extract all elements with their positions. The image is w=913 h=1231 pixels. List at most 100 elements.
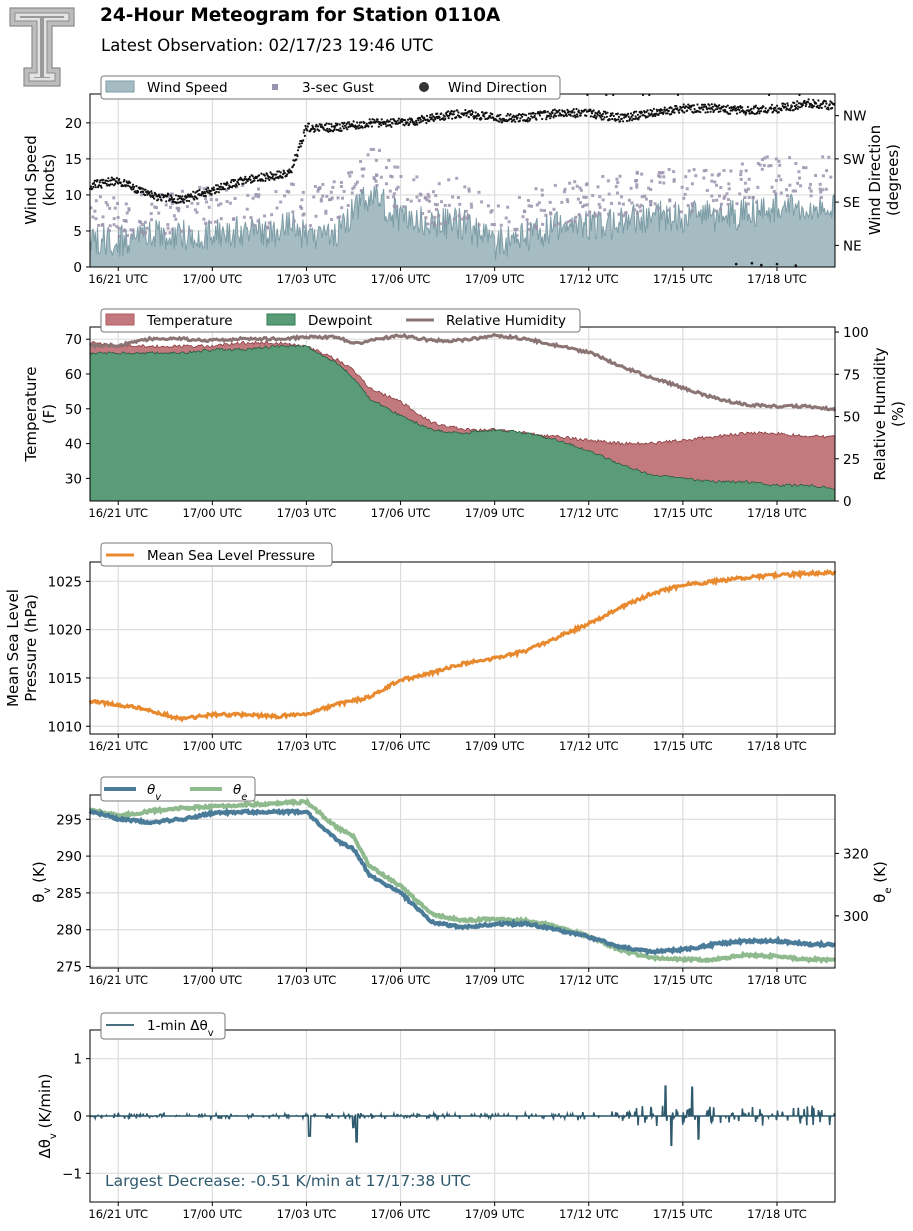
direction-point bbox=[271, 175, 274, 178]
direction-point bbox=[260, 172, 263, 175]
direction-point bbox=[104, 179, 108, 182]
gust-point bbox=[667, 168, 671, 171]
gust-point bbox=[150, 202, 154, 206]
gust-point bbox=[393, 165, 397, 169]
direction-point bbox=[296, 155, 299, 158]
gust-point bbox=[648, 199, 652, 203]
direction-point bbox=[499, 113, 502, 116]
gust-point bbox=[214, 220, 217, 224]
gust-point bbox=[207, 205, 211, 209]
gust-point bbox=[421, 212, 425, 215]
gust-point bbox=[668, 199, 672, 203]
wind-speed-line bbox=[89, 184, 836, 261]
gust-point bbox=[743, 181, 747, 185]
direction-point bbox=[574, 115, 578, 118]
wind-legend: Wind Speed 3-sec Gust Wind Direction bbox=[100, 75, 561, 100]
direction-point bbox=[418, 121, 421, 124]
direction-point bbox=[710, 103, 713, 106]
gust-point bbox=[777, 174, 781, 178]
direction-point bbox=[594, 111, 597, 114]
direction-point bbox=[93, 179, 96, 182]
gust-point bbox=[725, 192, 729, 196]
gust-point bbox=[140, 223, 144, 226]
direction-point bbox=[706, 108, 709, 111]
direction-point bbox=[794, 264, 798, 267]
gust-point bbox=[477, 190, 481, 194]
direction-point bbox=[106, 180, 109, 183]
x-tick-label: 17/06 UTC bbox=[371, 739, 431, 753]
direction-point bbox=[738, 108, 741, 111]
gust-point bbox=[571, 186, 575, 190]
direction-point bbox=[729, 112, 732, 115]
gust-point bbox=[560, 200, 564, 204]
gust-point bbox=[534, 187, 538, 191]
gust-point bbox=[504, 216, 508, 220]
gust-point bbox=[225, 188, 229, 192]
gust-point bbox=[702, 169, 706, 173]
direction-point bbox=[267, 177, 270, 180]
gust-point bbox=[467, 189, 471, 193]
direction-point bbox=[807, 98, 810, 101]
gust-point bbox=[143, 220, 147, 224]
direction-point bbox=[752, 107, 755, 110]
direction-point bbox=[118, 178, 121, 181]
direction-point bbox=[277, 177, 280, 180]
direction-point bbox=[385, 125, 388, 128]
gust-point bbox=[91, 215, 95, 219]
direction-point bbox=[452, 113, 455, 116]
pressure-ylabel-line-1: Mean Sea Level bbox=[4, 589, 22, 707]
direction-point bbox=[519, 117, 522, 120]
gust-point bbox=[569, 219, 573, 222]
gust-point bbox=[412, 178, 416, 182]
right-tick-label: 320 bbox=[843, 846, 869, 862]
direction-point bbox=[371, 118, 374, 121]
gust-point bbox=[202, 187, 206, 191]
direction-point bbox=[99, 184, 102, 187]
gust-point bbox=[788, 156, 792, 160]
gust-point bbox=[117, 235, 121, 238]
gust-point bbox=[644, 197, 648, 201]
x-tick-label: 17/18 UTC bbox=[747, 739, 807, 753]
direction-point bbox=[579, 114, 582, 117]
x-tick-label: 17/18 UTC bbox=[747, 973, 807, 987]
direction-point bbox=[598, 112, 602, 115]
direction-point bbox=[352, 120, 355, 123]
direction-point bbox=[483, 115, 486, 118]
gust-point bbox=[549, 212, 553, 216]
direction-point bbox=[766, 111, 769, 114]
direction-point bbox=[358, 124, 361, 127]
direction-point bbox=[820, 106, 823, 109]
direction-point bbox=[630, 115, 633, 118]
direction-point bbox=[330, 125, 333, 128]
direction-point bbox=[603, 116, 606, 119]
gust-point bbox=[821, 155, 825, 159]
gust-point bbox=[526, 199, 530, 202]
direction-point bbox=[361, 126, 364, 129]
gust-point bbox=[324, 211, 328, 215]
gust-point bbox=[338, 215, 342, 219]
direction-point bbox=[784, 103, 787, 106]
direction-point bbox=[714, 108, 717, 111]
direction-point bbox=[394, 120, 398, 123]
gust-point bbox=[185, 205, 189, 209]
direction-point bbox=[269, 171, 272, 174]
gust-point bbox=[719, 186, 723, 189]
direction-point bbox=[464, 109, 467, 112]
direction-point bbox=[544, 111, 547, 114]
direction-point bbox=[239, 176, 242, 179]
direction-point bbox=[726, 104, 729, 107]
x-tick-label: 17/12 UTC bbox=[559, 506, 619, 520]
direction-point bbox=[590, 112, 594, 115]
direction-point bbox=[613, 117, 617, 121]
direction-point bbox=[440, 112, 443, 115]
direction-point bbox=[552, 116, 555, 119]
gust-point bbox=[166, 226, 170, 230]
direction-point bbox=[739, 105, 742, 108]
gust-point bbox=[163, 232, 167, 236]
gust-point bbox=[263, 214, 267, 218]
direction-point bbox=[370, 121, 373, 124]
direction-point bbox=[770, 103, 774, 106]
direction-point bbox=[827, 108, 830, 111]
direction-point bbox=[377, 120, 380, 124]
direction-point bbox=[786, 102, 789, 105]
